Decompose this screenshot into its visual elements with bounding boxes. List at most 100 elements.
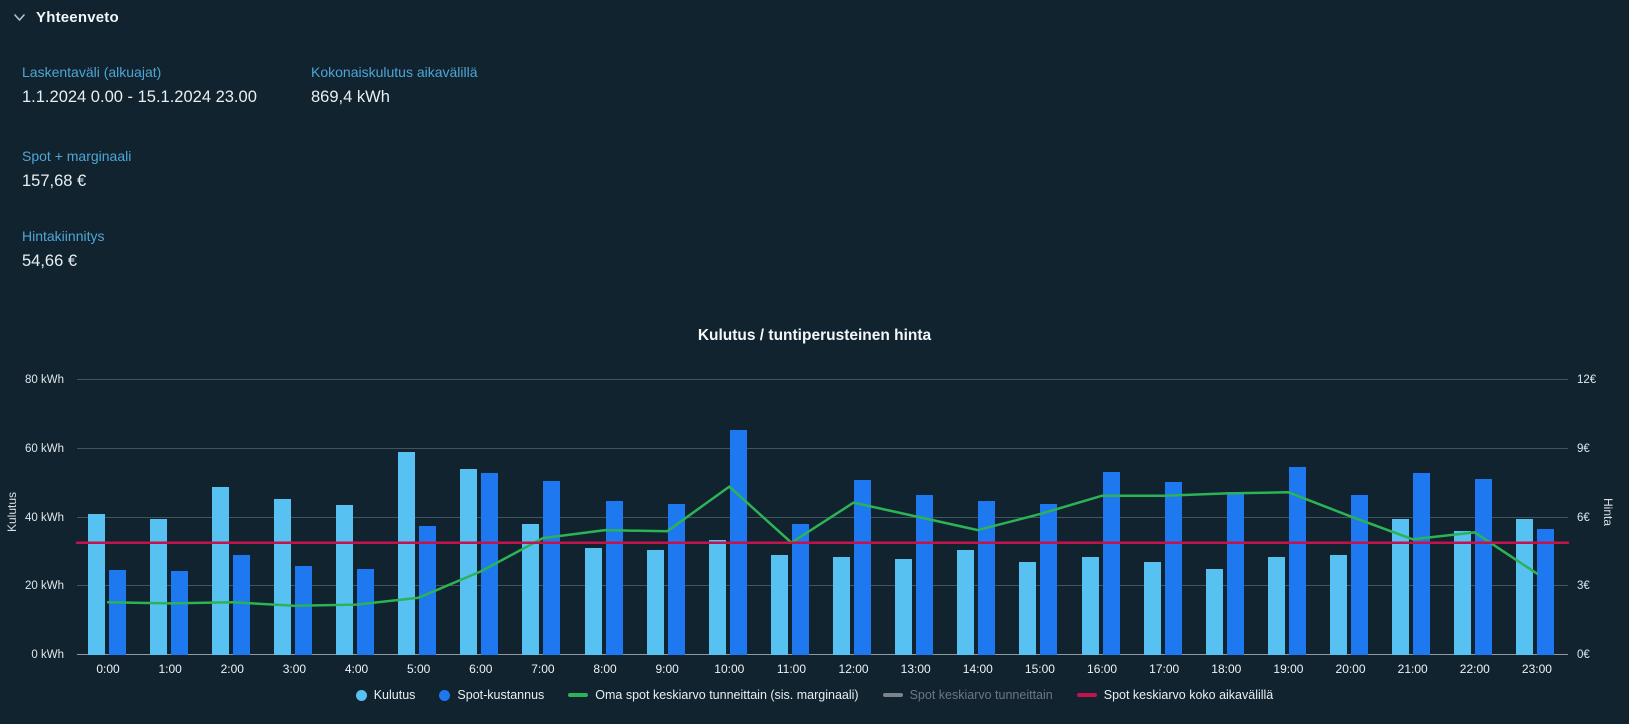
legend-line-icon xyxy=(882,693,903,697)
bar-kulutus[interactable] xyxy=(957,550,975,655)
legend-item-kulutus[interactable]: Kulutus xyxy=(355,688,416,702)
bar-kulutus[interactable] xyxy=(895,558,913,655)
x-axis-label: 10:00 xyxy=(714,662,745,676)
legend-item-label: Kulutus xyxy=(373,688,416,702)
bar-kulutus[interactable] xyxy=(1267,557,1285,655)
bar-spot-kustannus[interactable] xyxy=(1102,471,1120,655)
legend-item-label: Spot keskiarvo koko aikavälillä xyxy=(1103,688,1274,702)
summary-section-header: Yhteenveto xyxy=(13,9,119,26)
x-axis-label: 8:00 xyxy=(593,662,617,676)
bar-spot-kustannus[interactable] xyxy=(1351,494,1369,655)
bar-kulutus[interactable] xyxy=(1019,562,1037,655)
x-axis-label: 15:00 xyxy=(1024,662,1055,676)
bar-kulutus[interactable] xyxy=(646,550,664,655)
y-axis-tick-right: 3€ xyxy=(1577,580,1590,593)
x-axis-label: 14:00 xyxy=(962,662,993,676)
bar-spot-kustannus[interactable] xyxy=(1537,528,1555,655)
bar-kulutus[interactable] xyxy=(1330,555,1348,655)
plot-area xyxy=(75,379,1570,655)
x-axis-label: 1:00 xyxy=(158,662,182,676)
bar-kulutus[interactable] xyxy=(460,469,478,655)
summary-field-kokonaiskulutus: Kokonaiskulutus aikavälillä 869,4 kWh xyxy=(311,62,478,109)
x-axis-label: 20:00 xyxy=(1335,662,1366,676)
chart-title: Kulutus / tuntiperusteinen hinta xyxy=(697,327,932,344)
y-axis-tick-right: 9€ xyxy=(1577,442,1590,455)
legend-item-label: Oma spot keskiarvo tunneittain (sis. mar… xyxy=(595,688,859,702)
consumption-price-chart: Kulutus / tuntiperusteinen hinta Kulutus… xyxy=(0,300,1629,724)
summary-field-spot-marginaali: Spot + marginaali 157,68 € xyxy=(22,146,131,193)
field-label: Spot + marginaali xyxy=(22,148,132,164)
bar-spot-kustannus[interactable] xyxy=(543,480,561,655)
x-axis-label: 0:00 xyxy=(96,662,120,676)
bar-spot-kustannus[interactable] xyxy=(854,479,872,655)
bar-spot-kustannus[interactable] xyxy=(1288,467,1306,655)
y-axis-tick-right: 6€ xyxy=(1577,511,1590,524)
bar-kulutus[interactable] xyxy=(584,548,602,655)
bar-kulutus[interactable] xyxy=(770,555,788,655)
bar-spot-kustannus[interactable] xyxy=(357,569,375,655)
bar-spot-kustannus[interactable] xyxy=(1226,492,1244,655)
x-axis-label: 4:00 xyxy=(344,662,369,676)
legend-item-label: Spot-kustannus xyxy=(457,688,545,702)
gridline xyxy=(77,516,1568,518)
x-axis-label: 11:00 xyxy=(776,662,806,676)
x-axis-label: 18:00 xyxy=(1211,662,1242,676)
bar-spot-kustannus[interactable] xyxy=(791,524,809,655)
bar-kulutus[interactable] xyxy=(1392,519,1410,655)
legend-circle-icon xyxy=(355,689,367,701)
x-axis-label: 6:00 xyxy=(469,662,493,676)
bar-spot-kustannus[interactable] xyxy=(232,555,250,655)
gridline xyxy=(77,585,1568,587)
x-axis-label: 7:00 xyxy=(531,662,555,676)
x-axis-line xyxy=(77,654,1568,655)
series-line-oma-spot-keskiarvo-tunneittain-sis-marginaali xyxy=(106,485,1539,607)
y-axis-tick-left: 0 kWh xyxy=(31,649,64,661)
legend-item-spot-keskiarvo-koko-aikav-lill[interactable]: Spot keskiarvo koko aikavälillä xyxy=(1076,688,1274,702)
x-axis-label: 22:00 xyxy=(1459,662,1490,676)
x-axis-label: 17:00 xyxy=(1149,662,1180,676)
bar-kulutus[interactable] xyxy=(149,519,167,655)
field-value: 54,66 € xyxy=(22,252,78,270)
bar-spot-kustannus[interactable] xyxy=(1475,478,1493,655)
bar-kulutus[interactable] xyxy=(708,539,726,655)
bar-kulutus[interactable] xyxy=(1081,557,1099,655)
x-axis-label: 9:00 xyxy=(655,662,679,676)
bar-kulutus[interactable] xyxy=(1205,569,1223,655)
bar-kulutus[interactable] xyxy=(522,524,540,655)
bar-spot-kustannus[interactable] xyxy=(916,494,934,655)
legend-line-icon xyxy=(1076,693,1097,697)
bar-kulutus[interactable] xyxy=(87,514,105,655)
bar-spot-kustannus[interactable] xyxy=(108,570,126,655)
bar-spot-kustannus[interactable] xyxy=(1413,472,1431,655)
bar-kulutus[interactable] xyxy=(211,486,229,655)
bar-kulutus[interactable] xyxy=(1516,519,1534,655)
chevron-down-icon[interactable] xyxy=(13,11,26,24)
bar-spot-kustannus[interactable] xyxy=(294,565,312,655)
legend-item-spot-kustannus[interactable]: Spot-kustannus xyxy=(439,688,544,702)
x-axis-label: 21:00 xyxy=(1397,662,1428,676)
gridline xyxy=(77,379,1568,380)
legend-item-oma-spot-keskiarvo-tunneittain-sis-marginaali[interactable]: Oma spot keskiarvo tunneittain (sis. mar… xyxy=(568,688,859,702)
bar-kulutus[interactable] xyxy=(1454,531,1472,655)
bar-spot-kustannus[interactable] xyxy=(978,501,996,655)
x-axis-label: 13:00 xyxy=(900,662,931,676)
x-axis-label: 12:00 xyxy=(838,662,869,676)
summary-field-laskentavali: Laskentaväli (alkuajat) 1.1.2024 0.00 - … xyxy=(22,62,257,109)
x-axis-label: 5:00 xyxy=(407,662,431,676)
bar-spot-kustannus[interactable] xyxy=(1164,481,1182,655)
bar-spot-kustannus[interactable] xyxy=(170,571,188,655)
bar-spot-kustannus[interactable] xyxy=(481,472,499,655)
x-axis-label: 3:00 xyxy=(282,662,307,676)
legend-item-spot-keskiarvo-tunneittain[interactable]: Spot keskiarvo tunneittain xyxy=(882,688,1053,702)
bar-kulutus[interactable] xyxy=(273,498,291,655)
y-axis-name-right: Hinta xyxy=(1601,497,1615,526)
bar-kulutus[interactable] xyxy=(398,452,416,655)
bar-kulutus[interactable] xyxy=(833,557,851,655)
bar-spot-kustannus[interactable] xyxy=(605,501,623,655)
summary-field-hintakiinnitys: Hintakiinnitys 54,66 € xyxy=(22,226,104,273)
bar-kulutus[interactable] xyxy=(1143,562,1161,655)
bar-spot-kustannus[interactable] xyxy=(419,525,437,655)
legend-circle-icon xyxy=(439,689,451,701)
y-axis-tick-right: 0€ xyxy=(1577,649,1590,661)
legend-item-label: Spot keskiarvo tunneittain xyxy=(909,688,1053,702)
